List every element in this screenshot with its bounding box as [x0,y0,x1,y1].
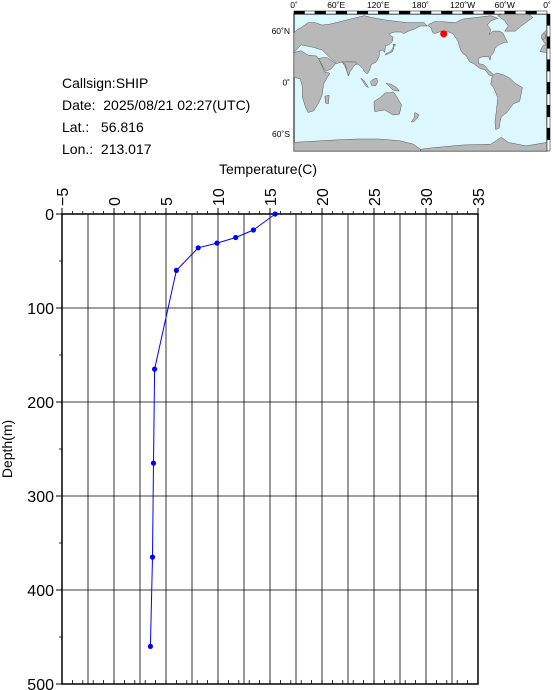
profile-point [173,267,179,273]
x-tick-label: 20 [315,188,332,206]
callsign-label: Callsign: [62,75,116,91]
map-lat-tick-label: 60˚S [272,129,290,139]
land-madagascar [324,94,330,105]
profile-point [195,245,201,251]
land-sumatra [360,77,369,88]
land-north-america [427,15,509,76]
chart-grid [61,213,479,685]
y-tick-label: 200 [27,395,54,412]
x-tick-label: 35 [471,188,488,206]
land-new-guinea [385,83,400,92]
profile-point [250,227,256,233]
map-lon-tick-label: 120˚E [367,0,390,10]
profile-line [149,213,276,647]
profile-point [233,234,239,241]
land-arabia [318,57,336,72]
map-lat-tick-label: 60˚N [272,26,290,36]
callsign-row: Callsign:SHIP [62,72,250,94]
land-south-america [490,72,523,130]
x-tick-label: 0 [107,197,124,206]
y-tick-label: 400 [27,583,54,600]
y-tick-label: 100 [27,301,54,318]
map-frame [293,10,551,152]
map-land [293,12,548,152]
station-info: Callsign:SHIP Date: 2025/08/21 02:27(UTC… [62,72,250,160]
land-nz [410,112,420,123]
date-value: 2025/08/21 02:27(UTC) [103,97,251,113]
profile-point [272,211,278,217]
map-lon-tick-label: 0˚ [290,0,298,10]
land-britain [541,32,546,41]
x-tick-labels: −5 0 5 10 15 20 25 30 35 [55,188,488,206]
map-lat-tick-label: 0˚ [282,78,290,88]
lon-value: 213.017 [100,141,152,157]
y-axis-label: Depth(m) [0,420,15,478]
chart-ticks [56,208,479,685]
x-tick-label: 5 [159,197,176,206]
land-india-ext [341,61,358,77]
profile-point [152,366,158,372]
x-tick-label: −5 [55,188,72,206]
y-tick-label: 0 [45,207,54,224]
map-tick-labels: 0˚ 60˚E 120˚E 180˚ 120˚W 60˚W 0˚ 60˚N 0˚ 60˚S [272,0,551,139]
callsign-value: SHIP [115,75,149,91]
profile-point [214,240,220,246]
map-lon-tick-label: 60˚W [495,0,515,10]
lon-row: Lon.: 213.017 [62,138,250,160]
land-borneo [370,77,378,87]
profile-point [149,554,156,560]
profile-point [150,460,157,466]
lon-label: Lon.: [62,141,94,157]
y-tick-label: 500 [27,677,54,690]
x-tick-label: 30 [419,188,436,206]
date-label: Date: [62,97,96,113]
map-frame-segment [536,10,548,15]
land-australia [373,91,402,116]
x-axis-label: Temperature(C) [219,161,317,177]
map-frame-segment [546,139,551,152]
x-tick-label: 15 [263,188,280,206]
land-japan [384,43,397,56]
date-row: Date: 2025/08/21 02:27(UTC) [62,94,250,116]
map-lon-tick-label: 180˚ [412,0,429,10]
land-eurasia [293,15,429,77]
lat-row: Lat.: 56.816 [62,116,250,138]
y-tick-labels: 0 100 200 300 400 500 [27,207,54,690]
map-lon-tick-label: 60˚E [327,0,345,10]
lat-value: 56.816 [100,119,144,135]
land-africa [293,50,331,113]
x-tick-label: 10 [211,188,228,206]
land-antarctica-b [420,136,548,152]
station-marker [440,30,448,38]
map-lon-tick-label: 0˚ [543,0,551,10]
lat-label: Lat.: [62,119,90,135]
location-map: 0˚ 60˚E 120˚E 180˚ 120˚W 60˚W 0˚ 60˚N 0˚ 60˚S [272,0,551,152]
y-tick-label: 300 [27,489,54,506]
map-lon-tick-label: 120˚W [450,0,475,10]
x-tick-label: 25 [367,188,384,206]
land-antarctica-a [293,138,421,152]
profile-point [147,643,153,650]
temperature-series [147,211,278,650]
